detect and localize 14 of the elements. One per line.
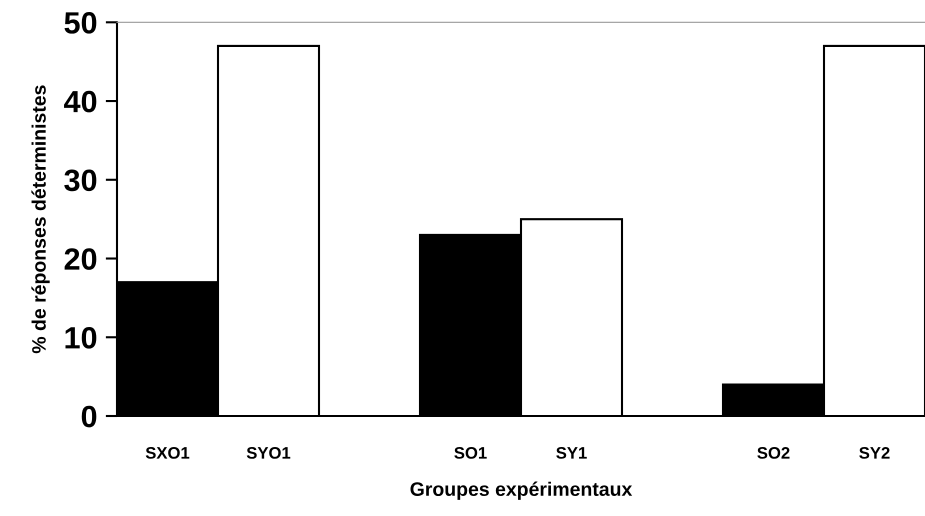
y-tick-label: 50 (64, 12, 96, 34)
x-tick-label: SXO1 (146, 446, 190, 459)
x-tick-label: SO2 (757, 446, 790, 459)
x-axis-title: Groupes expérimentaux (410, 482, 632, 500)
y-tick-label: 30 (64, 170, 96, 192)
y-axis-title: % de réponses déterministes (31, 85, 50, 354)
y-tick-label: 40 (64, 90, 96, 112)
y-tick-label: 20 (64, 248, 96, 270)
y-tick-label: 0 (82, 406, 96, 428)
y-tick-label: 10 (65, 326, 96, 349)
x-tick-label: SY1 (556, 446, 587, 459)
x-tick-label: SO1 (454, 446, 487, 459)
x-tick-label: SY2 (859, 446, 890, 459)
x-tick-label: SYO1 (246, 446, 290, 459)
